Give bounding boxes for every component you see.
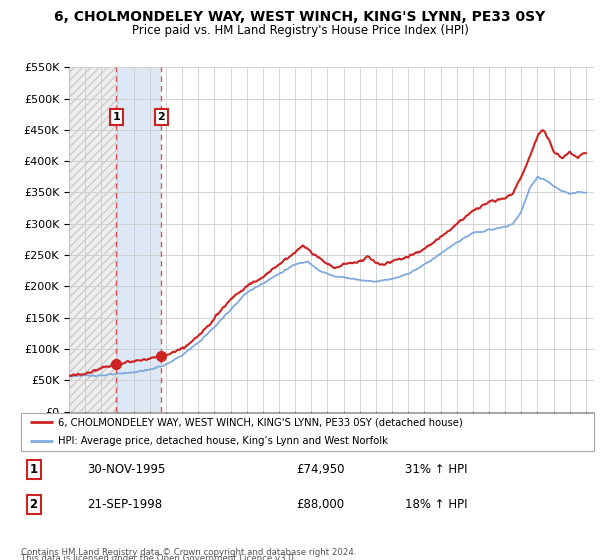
- Text: 30-NOV-1995: 30-NOV-1995: [87, 463, 165, 477]
- Text: 18% ↑ HPI: 18% ↑ HPI: [405, 498, 467, 511]
- Text: Contains HM Land Registry data © Crown copyright and database right 2024.: Contains HM Land Registry data © Crown c…: [21, 548, 356, 557]
- Text: This data is licensed under the Open Government Licence v3.0.: This data is licensed under the Open Gov…: [21, 554, 296, 560]
- Text: 31% ↑ HPI: 31% ↑ HPI: [405, 463, 467, 477]
- Text: 1: 1: [112, 112, 120, 122]
- Text: HPI: Average price, detached house, King’s Lynn and West Norfolk: HPI: Average price, detached house, King…: [58, 436, 388, 446]
- Text: 2: 2: [29, 498, 38, 511]
- FancyBboxPatch shape: [21, 413, 594, 451]
- Text: 6, CHOLMONDELEY WAY, WEST WINCH, KING'S LYNN, PE33 0SY: 6, CHOLMONDELEY WAY, WEST WINCH, KING'S …: [55, 10, 545, 24]
- Text: 2: 2: [158, 112, 165, 122]
- Bar: [69, 67, 116, 412]
- Text: 1: 1: [29, 463, 38, 477]
- Text: £88,000: £88,000: [296, 498, 344, 511]
- Text: 21-SEP-1998: 21-SEP-1998: [87, 498, 162, 511]
- Bar: [116, 67, 161, 412]
- Text: Price paid vs. HM Land Registry's House Price Index (HPI): Price paid vs. HM Land Registry's House …: [131, 24, 469, 36]
- Text: 6, CHOLMONDELEY WAY, WEST WINCH, KING'S LYNN, PE33 0SY (detached house): 6, CHOLMONDELEY WAY, WEST WINCH, KING'S …: [58, 417, 463, 427]
- Text: £74,950: £74,950: [296, 463, 344, 477]
